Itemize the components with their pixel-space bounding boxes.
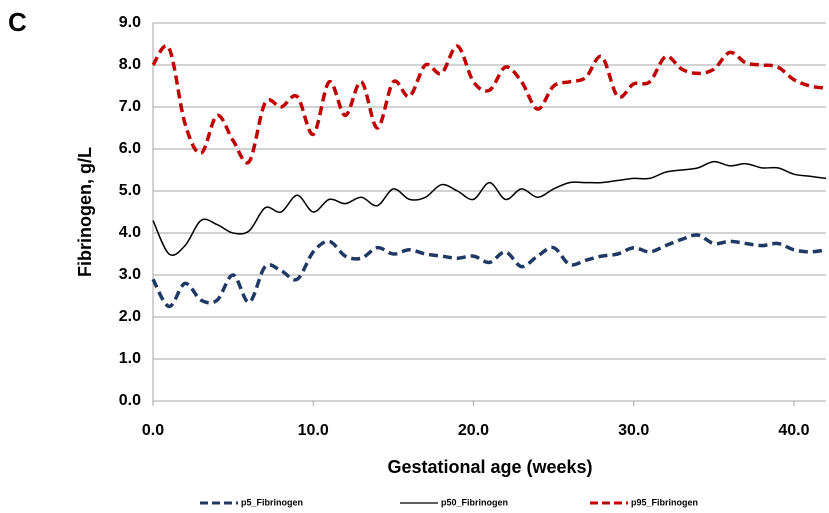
x-tick-label: 30.0 — [618, 422, 649, 439]
x-tick-label: 20.0 — [458, 422, 489, 439]
y-tick-label: 6.0 — [119, 140, 141, 157]
legend-label: p50_Fibrinogen — [441, 497, 508, 507]
legend-label: p5_Fibrinogen — [241, 497, 303, 507]
y-tick-label: 4.0 — [119, 224, 141, 241]
series-line — [151, 44, 827, 165]
y-axis-label: Fibrinogen, g/L — [75, 147, 95, 277]
series-line — [152, 160, 827, 256]
legend-label: p95_Fibrinogen — [631, 497, 698, 507]
y-tick-label: 3.0 — [119, 266, 141, 283]
y-tick-label: 0.0 — [119, 392, 141, 409]
panel-label: C — [8, 7, 27, 37]
y-tick-label: 5.0 — [119, 182, 141, 199]
y-tick-label: 1.0 — [119, 350, 141, 367]
y-tick-label: 9.0 — [119, 14, 141, 31]
y-tick-label: 7.0 — [119, 98, 141, 115]
x-axis-label: Gestational age (weeks) — [387, 457, 592, 477]
x-tick-label: 10.0 — [298, 422, 329, 439]
x-tick-label: 40.0 — [778, 422, 809, 439]
x-tick-label: 0.0 — [142, 422, 164, 439]
y-tick-label: 8.0 — [119, 56, 141, 73]
series-line — [151, 233, 827, 309]
y-tick-label: 2.0 — [119, 308, 141, 325]
